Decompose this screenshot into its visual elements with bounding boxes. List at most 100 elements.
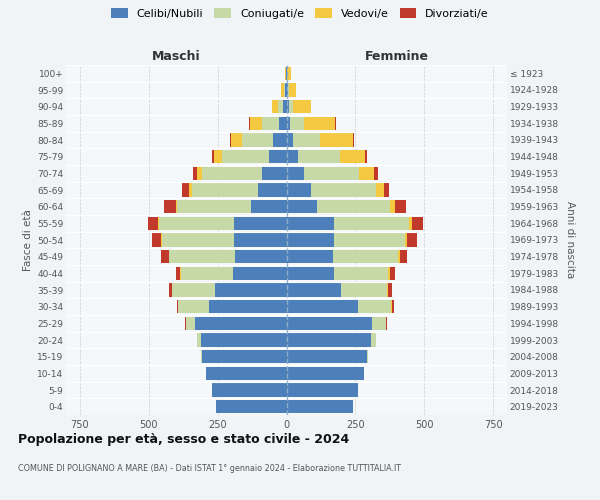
Bar — [287, 266, 334, 280]
Bar — [197, 166, 202, 180]
Bar — [290, 116, 304, 130]
Text: Popolazione per età, sesso e stato civile - 2024: Popolazione per età, sesso e stato civil… — [18, 432, 349, 446]
Bar — [178, 200, 251, 213]
Bar — [412, 216, 423, 230]
Bar — [235, 250, 287, 264]
Bar — [287, 150, 298, 164]
Bar — [259, 184, 287, 196]
Bar — [212, 384, 287, 396]
Bar — [176, 200, 178, 213]
Bar — [287, 134, 293, 146]
Bar — [365, 150, 367, 164]
Bar — [287, 350, 367, 364]
Bar — [202, 350, 287, 364]
Bar — [232, 134, 242, 146]
Bar — [371, 334, 376, 346]
Bar — [289, 100, 293, 114]
Bar — [152, 234, 161, 246]
Bar — [287, 400, 353, 413]
Bar — [320, 134, 353, 146]
Bar — [287, 334, 371, 346]
Bar — [197, 334, 200, 346]
Bar — [287, 216, 334, 230]
Bar — [334, 216, 409, 230]
Bar — [287, 116, 290, 130]
Bar — [250, 116, 262, 130]
Bar — [169, 284, 172, 296]
Y-axis label: Fasce di età: Fasce di età — [23, 209, 33, 271]
Bar — [386, 316, 387, 330]
Bar — [233, 234, 287, 246]
Legend: Celibi/Nubili, Coniugati/e, Vedovi/e, Divorziati/e: Celibi/Nubili, Coniugati/e, Vedovi/e, Di… — [109, 6, 491, 21]
Bar — [172, 284, 215, 296]
Bar — [200, 334, 287, 346]
Bar — [358, 300, 391, 314]
Bar — [333, 250, 398, 264]
Bar — [317, 200, 389, 213]
Bar — [359, 166, 374, 180]
Bar — [191, 184, 259, 196]
Bar — [249, 116, 250, 130]
Bar — [195, 316, 287, 330]
Bar — [158, 216, 233, 230]
Bar — [161, 234, 162, 246]
Bar — [376, 184, 384, 196]
Bar — [388, 284, 392, 296]
Bar — [214, 150, 222, 164]
Bar — [186, 316, 195, 330]
Bar — [216, 400, 287, 413]
Bar — [233, 216, 287, 230]
Bar — [311, 184, 376, 196]
Bar — [285, 66, 286, 80]
Bar — [281, 84, 284, 96]
Bar — [409, 216, 412, 230]
Bar — [287, 84, 289, 96]
Bar — [181, 266, 233, 280]
Bar — [388, 266, 390, 280]
Bar — [273, 134, 287, 146]
Bar — [178, 300, 209, 314]
Bar — [287, 284, 341, 296]
Bar — [182, 184, 190, 196]
Bar — [251, 200, 287, 213]
Bar — [148, 216, 158, 230]
Bar — [169, 250, 235, 264]
Bar — [289, 84, 296, 96]
Bar — [242, 134, 273, 146]
Bar — [287, 316, 373, 330]
Bar — [222, 150, 269, 164]
Bar — [353, 134, 354, 146]
Bar — [162, 234, 233, 246]
Bar — [269, 150, 287, 164]
Text: Femmine: Femmine — [365, 50, 429, 62]
Bar — [304, 116, 335, 130]
Bar — [190, 184, 191, 196]
Bar — [287, 250, 333, 264]
Bar — [287, 366, 364, 380]
Bar — [230, 134, 232, 146]
Bar — [293, 134, 320, 146]
Bar — [390, 266, 395, 280]
Bar — [284, 84, 285, 96]
Bar — [400, 250, 407, 264]
Bar — [233, 266, 287, 280]
Bar — [373, 316, 386, 330]
Bar — [177, 300, 178, 314]
Bar — [287, 100, 289, 114]
Bar — [279, 116, 287, 130]
Bar — [287, 184, 311, 196]
Bar — [392, 300, 394, 314]
Bar — [374, 166, 378, 180]
Bar — [405, 234, 407, 246]
Bar — [209, 300, 287, 314]
Text: Maschi: Maschi — [152, 50, 200, 62]
Y-axis label: Anni di nascita: Anni di nascita — [565, 202, 575, 278]
Bar — [334, 266, 388, 280]
Bar — [262, 116, 279, 130]
Bar — [278, 100, 283, 114]
Text: COMUNE DI POLIGNANO A MARE (BA) - Dati ISTAT 1° gennaio 2024 - Elaborazione TUTT: COMUNE DI POLIGNANO A MARE (BA) - Dati I… — [18, 464, 401, 473]
Bar — [287, 66, 292, 80]
Bar — [293, 100, 311, 114]
Bar — [340, 150, 365, 164]
Bar — [193, 166, 197, 180]
